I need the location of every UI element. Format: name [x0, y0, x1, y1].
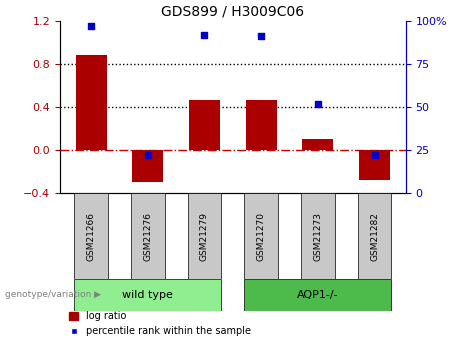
- Point: [201, 32, 208, 37]
- Text: wild type: wild type: [122, 290, 173, 300]
- Bar: [131, 193, 165, 279]
- Bar: [244, 279, 391, 311]
- Bar: [302, 139, 333, 150]
- Title: GDS899 / H3009C06: GDS899 / H3009C06: [161, 4, 304, 18]
- Legend: log ratio, percentile rank within the sample: log ratio, percentile rank within the sa…: [65, 307, 255, 340]
- Bar: [74, 193, 108, 279]
- Bar: [301, 193, 335, 279]
- Text: GSM21273: GSM21273: [313, 212, 322, 261]
- Text: GSM21276: GSM21276: [143, 212, 152, 261]
- Point: [88, 23, 95, 29]
- Bar: [358, 193, 391, 279]
- Text: GSM21266: GSM21266: [87, 212, 95, 261]
- Bar: [188, 193, 221, 279]
- Point: [257, 33, 265, 39]
- Text: GSM21279: GSM21279: [200, 212, 209, 261]
- Bar: [246, 100, 277, 150]
- Text: GSM21282: GSM21282: [370, 212, 379, 261]
- Bar: [189, 100, 220, 150]
- Point: [144, 152, 152, 158]
- Text: GSM21270: GSM21270: [257, 212, 266, 261]
- Bar: [74, 279, 221, 311]
- Point: [371, 152, 378, 158]
- Text: genotype/variation ▶: genotype/variation ▶: [5, 290, 100, 299]
- Bar: [359, 150, 390, 180]
- Text: AQP1-/-: AQP1-/-: [297, 290, 339, 300]
- Bar: [76, 55, 106, 150]
- Bar: [132, 150, 163, 183]
- Point: [314, 101, 321, 106]
- Bar: [244, 193, 278, 279]
